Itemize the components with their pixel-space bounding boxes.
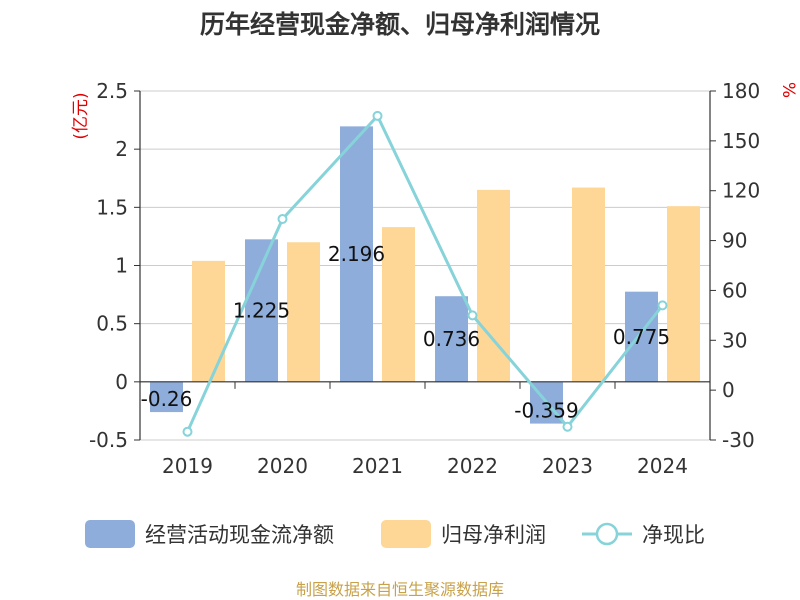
ratio-line-path (186, 114, 664, 433)
bars (150, 126, 700, 424)
legend-label-ratio: 净现比 (642, 523, 705, 547)
net-profit-bar (572, 187, 605, 382)
category-label: 2022 (447, 454, 498, 478)
axes: -0.5 0 0.5 1 1.5 2 2.5 -30 0 30 60 90 120 150 180 2019 2… (89, 79, 760, 478)
right-tick-label: -30 (722, 428, 755, 452)
net-profit-bar (287, 242, 320, 382)
legend-marker-ratio (595, 522, 619, 546)
cash-flow-bar (625, 291, 658, 382)
left-tick-label: 0 (115, 370, 128, 394)
cash-flow-bar (150, 381, 183, 413)
category-label: 2023 (542, 454, 593, 478)
left-tick-label: 2.5 (96, 79, 128, 103)
ratio-point (467, 310, 478, 321)
cash-flow-data-label: 1.225 (233, 299, 290, 323)
ratio-line (182, 110, 668, 437)
ratio-point (657, 300, 668, 311)
ratio-point (277, 213, 288, 224)
source-note: 制图数据来自恒生聚源数据库 (296, 580, 504, 599)
right-tick-label: 60 (722, 278, 747, 302)
legend-label-net-profit: 归母净利润 (441, 523, 546, 547)
ratio-point (562, 421, 573, 432)
left-tick-label: 2 (115, 137, 128, 161)
ratio-point (372, 110, 383, 121)
cash-flow-data-label: 0.775 (613, 325, 670, 349)
ratio-point (182, 426, 193, 437)
left-tick-label: 1 (115, 254, 128, 278)
cash-flow-bar (435, 296, 468, 382)
right-tick-label: 30 (722, 328, 747, 352)
net-profit-bar (192, 260, 225, 382)
cash-flow-data-label: -0.359 (514, 399, 578, 423)
left-tick-label: 1.5 (96, 195, 128, 219)
legend-swatch-cash-flow (85, 520, 135, 548)
legend-swatch-net-profit (381, 520, 431, 548)
left-axis-unit: (亿元) (71, 92, 91, 139)
cash-flow-data-label: 2.196 (328, 242, 385, 266)
right-tick-label: 120 (722, 179, 760, 203)
category-label: 2021 (352, 454, 403, 478)
right-tick-label: 150 (722, 129, 760, 153)
net-profit-bar (477, 189, 510, 382)
right-axis-unit: % (778, 82, 798, 98)
cash-flow-data-label: 0.736 (423, 327, 480, 351)
legend-label-cash-flow: 经营活动现金流净额 (145, 523, 334, 547)
right-tick-label: 0 (722, 378, 735, 402)
net-profit-bar (667, 206, 700, 382)
net-profit-bar (382, 227, 415, 382)
category-label: 2024 (637, 454, 688, 478)
right-tick-label: 90 (722, 229, 747, 253)
cash-flow-data-label: -0.26 (141, 387, 193, 411)
chart-title: 历年经营现金净额、归母净利润情况 (200, 10, 600, 39)
left-tick-label: 0.5 (96, 312, 128, 336)
data-labels: -0.26 1.225 2.196 0.736 -0.359 0.775 (141, 242, 671, 422)
left-tick-label: -0.5 (89, 428, 128, 452)
category-label: 2019 (162, 454, 213, 478)
cash-flow-bar (340, 126, 373, 382)
category-label: 2020 (257, 454, 308, 478)
legend: 经营活动现金流净额 归母净利润 净现比 (85, 520, 705, 548)
right-tick-label: 180 (722, 79, 760, 103)
